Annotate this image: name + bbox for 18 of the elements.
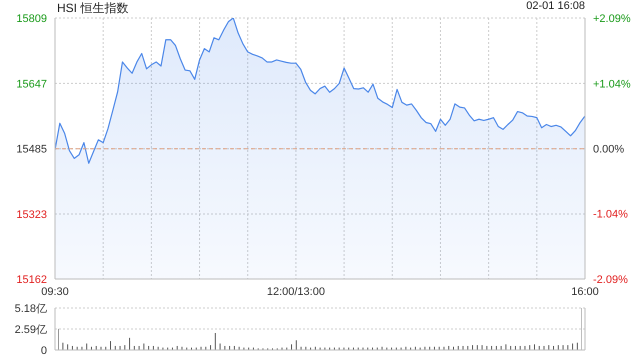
text: 02-01 16:08 — [526, 0, 585, 12]
y-tick-label: 2.59亿 — [14, 324, 47, 336]
y2-tick-label: 0.00% — [593, 144, 624, 156]
y2-tick-label: +2.09% — [593, 13, 631, 25]
y-tick-label: 15809 — [16, 13, 47, 25]
y-tick-label: 15485 — [16, 144, 47, 156]
y-tick-label: 15162 — [16, 274, 47, 286]
y-tick-label: 15647 — [16, 78, 47, 90]
x-tick-label: 09:30 — [41, 286, 69, 298]
y2-tick-label: +1.04% — [593, 78, 631, 91]
chart-title: HSI 恒生指数 — [57, 0, 128, 17]
x-tick-label: 16:00 — [571, 286, 599, 298]
x-tick-label: 12:00/13:00 — [266, 286, 325, 298]
y2-tick-label: -2.09% — [593, 274, 628, 286]
y-tick-label: 15323 — [16, 209, 47, 222]
y2-tick-label: -1.04% — [593, 208, 628, 220]
y-tick-label: 0 — [40, 345, 47, 357]
y-tick-label: 5.18亿 — [14, 303, 47, 315]
